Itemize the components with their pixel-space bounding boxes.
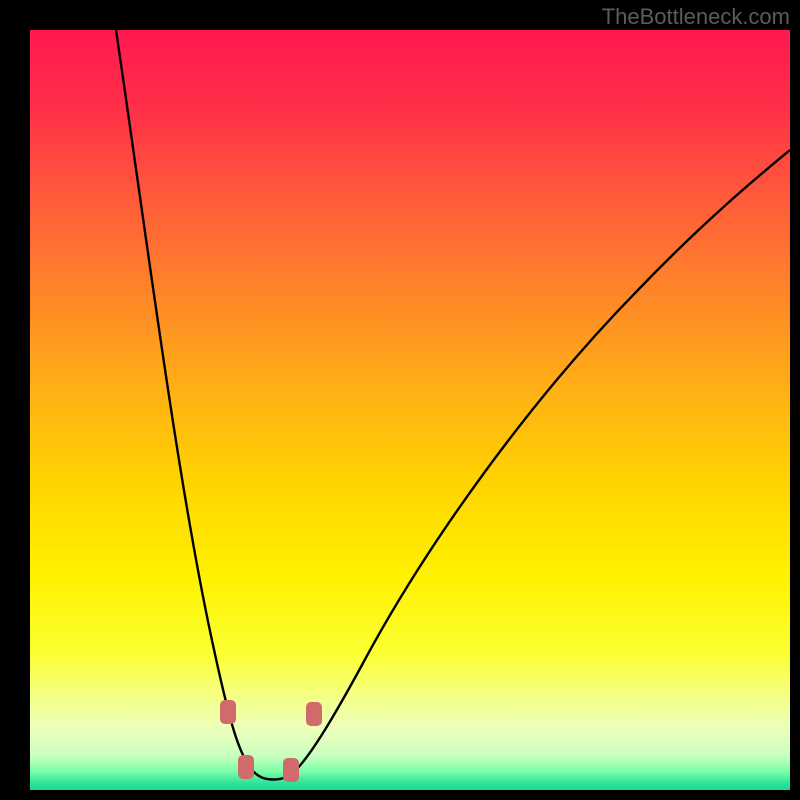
curve-marker (238, 755, 254, 779)
stage: TheBottleneck.com (0, 0, 800, 800)
watermark-text: TheBottleneck.com (602, 4, 790, 30)
curve-marker (283, 758, 299, 782)
chart-overlay (30, 30, 790, 790)
plot-area (30, 30, 790, 790)
marker-group (220, 700, 322, 782)
curve-marker (220, 700, 236, 724)
bottleneck-curve-left (116, 30, 273, 780)
curve-marker (306, 702, 322, 726)
bottleneck-curve-right (273, 150, 790, 780)
